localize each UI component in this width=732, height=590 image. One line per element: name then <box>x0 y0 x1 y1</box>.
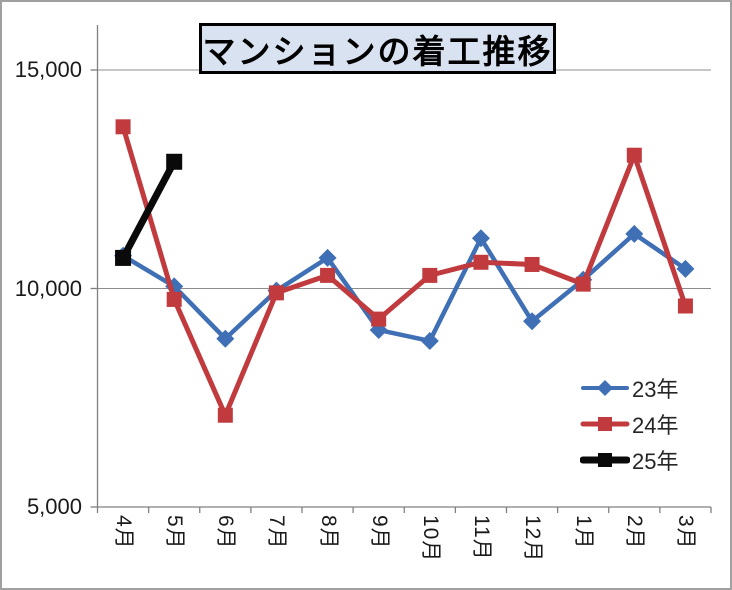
series-line-23年 <box>120 231 688 344</box>
marker-diamond <box>216 329 235 348</box>
legend: 23年 24年 25年 <box>580 370 678 478</box>
x-axis-label: 12月 <box>521 515 545 563</box>
marker-square <box>677 298 693 314</box>
marker-diamond <box>420 331 439 350</box>
series-line-25年 <box>119 158 178 262</box>
chart-title-box: マンションの着工推移 <box>199 23 556 74</box>
marker-square <box>115 119 131 135</box>
marker-diamond <box>676 259 695 278</box>
legend-marker-square-icon <box>580 417 630 431</box>
marker-square <box>575 276 591 292</box>
y-axis-label: 10,000 <box>14 275 82 301</box>
marker-square <box>524 256 540 272</box>
marker-square <box>422 267 438 283</box>
x-axis-label: 4月 <box>112 515 136 550</box>
x-axis-label: 1月 <box>572 515 596 550</box>
marker-square <box>115 249 132 266</box>
x-axis-label: 10月 <box>418 515 442 563</box>
y-axis-label: 5,000 <box>26 494 82 519</box>
chart-title: マンションの着工推移 <box>202 32 553 70</box>
x-axis-label: 5月 <box>163 515 187 550</box>
marker-diamond <box>523 312 542 331</box>
x-axis-label: 7月 <box>265 515 289 550</box>
marker-diamond <box>625 224 644 243</box>
legend-label: 25年 <box>632 449 679 474</box>
series-line-24年 <box>120 124 688 418</box>
legend-marker-square-icon <box>580 453 630 467</box>
marker-square <box>320 267 336 283</box>
legend-label: 24年 <box>632 413 679 438</box>
marker-square <box>371 311 387 327</box>
marker-diamond <box>318 248 337 267</box>
x-axis-label: 2月 <box>623 515 647 550</box>
marker-square <box>166 153 183 170</box>
x-axis-label: 11月 <box>469 515 493 561</box>
x-axis-label: 9月 <box>367 515 391 550</box>
y-axis-label: 15,000 <box>14 57 82 82</box>
legend-item-25年: 25年 <box>580 442 678 478</box>
marker-square <box>268 285 284 301</box>
x-axis-label: 3月 <box>674 515 698 550</box>
legend-item-23年: 23年 <box>580 370 678 406</box>
marker-square <box>626 147 642 163</box>
x-axis-label: 8月 <box>316 515 340 550</box>
marker-square <box>166 291 182 307</box>
marker-square <box>217 407 233 423</box>
legend-label: 23年 <box>632 377 679 402</box>
marker-square <box>473 254 489 270</box>
legend-marker-diamond-icon <box>581 380 629 396</box>
x-axis-label: 6月 <box>214 515 238 550</box>
marker-diamond <box>471 229 490 248</box>
legend-item-24年: 24年 <box>580 406 678 442</box>
